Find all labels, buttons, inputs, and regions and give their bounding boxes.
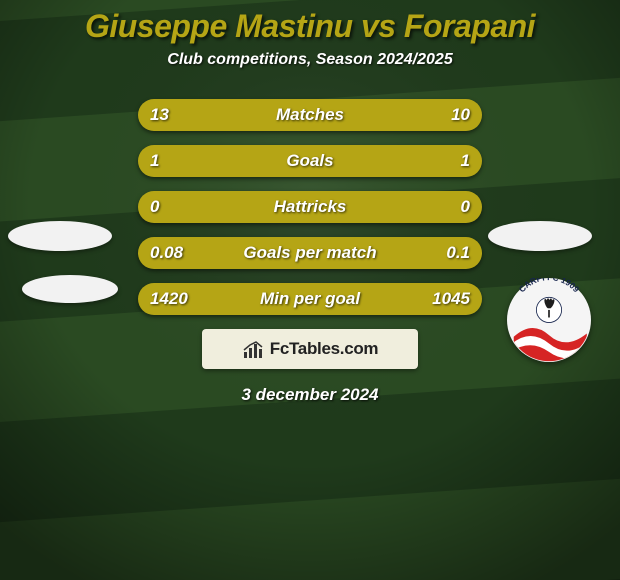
stat-row-hattricks: Hattricks 0 0: [138, 191, 482, 223]
bar-right: [310, 145, 482, 177]
bar-chart-icon: [242, 340, 264, 358]
stat-value-left: 0.08: [150, 243, 183, 263]
carpi-badge-svg: CARPI FC 1909: [507, 278, 591, 362]
player-left-placeholder-1: [8, 221, 112, 251]
stat-row-goals: Goals 1 1: [138, 145, 482, 177]
club-badge-right: CARPI FC 1909: [507, 278, 591, 362]
fctables-attribution: FcTables.com: [202, 329, 418, 369]
stats-area: CARPI FC 1909 Matches1310Goals11Hattrick…: [0, 99, 620, 315]
stat-label: Min per goal: [260, 289, 360, 309]
stat-row-goals-per-match: Goals per match 0.08 0.1: [138, 237, 482, 269]
stat-value-right: 0.1: [446, 243, 470, 263]
stat-label: Goals: [286, 151, 333, 171]
stat-value-right: 1045: [432, 289, 470, 309]
stat-value-left: 1: [150, 151, 159, 171]
stat-value-left: 0: [150, 197, 159, 217]
page-title: Giuseppe Mastinu vs Forapani: [0, 0, 620, 51]
comparison-card: Giuseppe Mastinu vs Forapani Club compet…: [0, 0, 620, 580]
subtitle: Club competitions, Season 2024/2025: [0, 51, 620, 69]
date-line: 3 december 2024: [0, 385, 620, 405]
stat-value-right: 1: [461, 151, 470, 171]
stat-label: Matches: [276, 105, 344, 125]
fctables-text: FcTables.com: [270, 339, 379, 359]
stat-value-right: 10: [451, 105, 470, 125]
stat-row-min-per-goal: Min per goal 1420 1045: [138, 283, 482, 315]
player-right-placeholder-1: [488, 221, 592, 251]
stat-value-left: 13: [150, 105, 169, 125]
stat-value-left: 1420: [150, 289, 188, 309]
stat-value-right: 0: [461, 197, 470, 217]
bar-left: [138, 145, 310, 177]
stat-label: Hattricks: [274, 197, 347, 217]
stat-row-matches: Matches 13 10: [138, 99, 482, 131]
stat-label: Goals per match: [243, 243, 376, 263]
player-left-placeholder-2: [22, 275, 118, 303]
